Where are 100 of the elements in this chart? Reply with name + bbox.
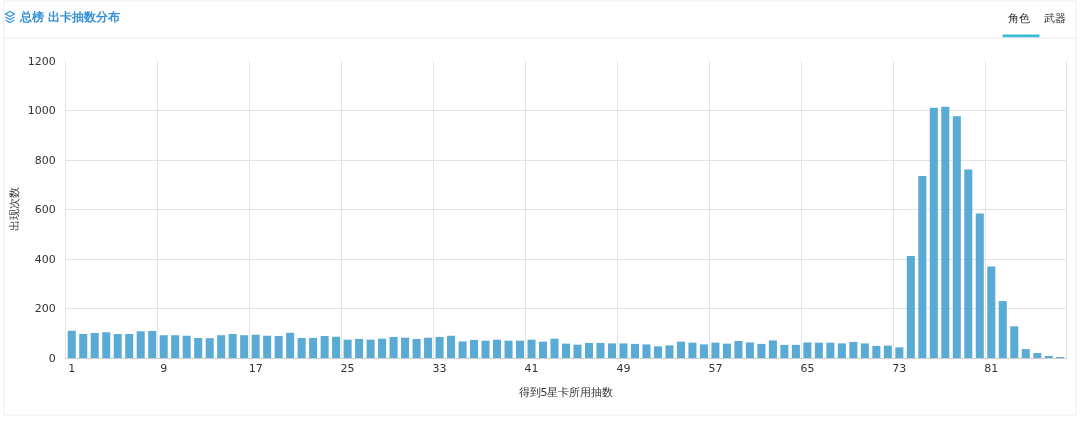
bar xyxy=(929,107,938,358)
bar xyxy=(665,345,674,358)
bar xyxy=(102,332,111,358)
x-tick-label: 1 xyxy=(68,362,76,376)
bar xyxy=(1010,326,1019,358)
bar xyxy=(493,339,502,358)
bar xyxy=(136,331,145,358)
bar xyxy=(814,342,823,358)
bar xyxy=(619,343,628,358)
bar xyxy=(780,344,789,358)
bar xyxy=(584,342,594,358)
bar xyxy=(67,330,76,358)
bar xyxy=(240,335,249,358)
bar xyxy=(849,341,858,358)
bar xyxy=(722,343,731,358)
bar xyxy=(527,339,536,358)
y-tick-label: 1000 xyxy=(27,104,56,118)
bar xyxy=(883,345,892,358)
bar xyxy=(688,342,697,358)
bar xyxy=(332,336,341,358)
x-tick-label: 49 xyxy=(616,362,631,376)
x-tick-label: 41 xyxy=(524,362,539,376)
bar xyxy=(550,338,559,358)
bar xyxy=(481,340,490,358)
bar xyxy=(941,106,950,358)
y-tick-label: 800 xyxy=(34,153,56,167)
bar xyxy=(538,341,548,358)
bar xyxy=(1033,353,1042,358)
bar xyxy=(228,333,237,358)
bar xyxy=(964,169,973,358)
bar xyxy=(182,335,191,358)
bar xyxy=(366,339,375,358)
bar xyxy=(998,301,1007,358)
bar xyxy=(918,176,927,358)
bar xyxy=(952,116,961,358)
bar xyxy=(447,335,456,358)
bar xyxy=(148,331,157,358)
y-axis-title: 出现次数 xyxy=(8,187,22,232)
bar xyxy=(630,343,639,358)
x-tick-label: 9 xyxy=(160,362,168,376)
x-tick-label: 65 xyxy=(800,362,815,376)
bar xyxy=(355,338,364,358)
x-tick-label: 81 xyxy=(984,362,999,376)
bar xyxy=(987,266,996,358)
bar xyxy=(401,337,410,358)
bar xyxy=(504,340,513,358)
bar xyxy=(424,337,433,358)
y-tick-label: 0 xyxy=(48,351,56,365)
bar xyxy=(171,335,180,358)
y-tick-label: 400 xyxy=(34,252,56,266)
bar xyxy=(734,340,743,358)
bar xyxy=(113,333,122,358)
bar xyxy=(309,337,318,358)
x-axis-title: 得到5星卡所用抽数 xyxy=(518,386,614,400)
bar xyxy=(642,344,651,358)
bar xyxy=(286,332,295,358)
bar xyxy=(803,342,812,358)
tab-label: 武器 xyxy=(1044,12,1066,25)
bar xyxy=(274,335,283,358)
bar xyxy=(676,341,685,358)
bar xyxy=(561,343,571,358)
bar xyxy=(607,343,616,358)
bar xyxy=(653,346,662,358)
bar xyxy=(297,337,306,358)
bar xyxy=(895,347,904,358)
bar xyxy=(159,335,168,358)
x-tick-label: 17 xyxy=(248,362,263,376)
bar xyxy=(458,341,467,358)
bar xyxy=(217,335,226,358)
x-tick-label: 25 xyxy=(340,362,355,376)
bar xyxy=(837,343,846,358)
bar xyxy=(320,335,329,358)
y-tick-label: 600 xyxy=(34,203,56,217)
bar xyxy=(79,333,88,358)
bar xyxy=(194,337,203,358)
x-tick-label: 73 xyxy=(892,362,907,376)
x-tick-label: 33 xyxy=(432,362,447,376)
bar xyxy=(975,213,984,358)
bar xyxy=(90,333,99,358)
bar xyxy=(711,342,720,358)
bar xyxy=(378,338,387,358)
bar xyxy=(757,343,766,358)
bar xyxy=(596,342,605,358)
bar xyxy=(699,344,708,358)
bar xyxy=(205,338,214,358)
bar xyxy=(826,342,835,358)
bar xyxy=(860,343,869,358)
tab-label: 角色 xyxy=(1008,12,1030,25)
bar xyxy=(516,340,525,358)
bar xyxy=(768,340,777,358)
y-tick-label: 1200 xyxy=(27,54,56,68)
bar xyxy=(389,336,398,358)
bar xyxy=(470,339,479,358)
y-tick-label: 200 xyxy=(34,302,56,316)
bar xyxy=(343,339,352,358)
bar xyxy=(745,342,754,358)
bar xyxy=(251,334,260,358)
x-tick-label: 57 xyxy=(708,362,723,376)
chart-title: 总榜 出卡抽数分布 xyxy=(19,10,121,25)
bar xyxy=(263,335,272,358)
